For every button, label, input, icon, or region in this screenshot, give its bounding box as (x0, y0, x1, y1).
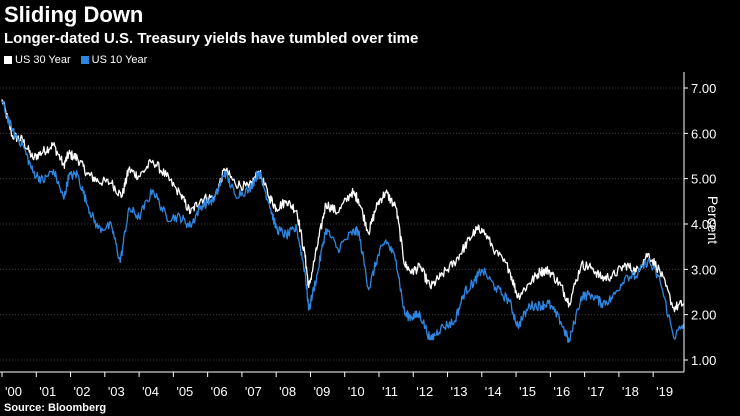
legend-swatch-30y (4, 56, 12, 64)
y-axis-label: Percent (705, 196, 721, 244)
gridlines (0, 87, 684, 361)
x-tick-label: '04 (142, 384, 159, 399)
y-tick-label: 1.00 (691, 353, 716, 368)
y-tick-label: 6.00 (691, 126, 716, 141)
legend-item-30y: US 30 Year (4, 54, 71, 66)
y-tick-label: 2.00 (691, 308, 716, 323)
chart-subtitle: Longer-dated U.S. Treasury yields have t… (4, 30, 419, 47)
x-tick-label: '06 (211, 384, 228, 399)
y-tick-label: 5.00 (691, 172, 716, 187)
x-tick-label: '09 (313, 384, 330, 399)
x-tick-label: '16 (553, 384, 570, 399)
x-tick-label: '01 (39, 384, 56, 399)
x-tick-label: '10 (348, 384, 365, 399)
series-line-us-10-year (1, 100, 685, 344)
x-tick-label: '17 (588, 384, 605, 399)
x-tick-label: '14 (485, 384, 502, 399)
series-line-us-30-year (1, 99, 685, 313)
legend-label-10y: US 10 Year (91, 54, 148, 66)
x-ticks: '00 '01 '02 '03 '04 '05 '06 '07 '08 '09 '10 '11 '12 '… (1, 372, 673, 399)
series-layer (1, 99, 685, 344)
x-tick-label: '00 (5, 384, 22, 399)
legend-swatch-10y (80, 56, 89, 64)
legend: US 30 Year US 10 Year (4, 54, 147, 66)
y-tick-label: 7.00 (691, 81, 716, 96)
x-tick-label: '05 (176, 384, 193, 399)
x-tick-label: '15 (519, 384, 536, 399)
x-tick-label: '11 (382, 384, 398, 399)
y-ticks: 7.00 6.00 5.00 4.00 3.00 2.00 1.00 (684, 81, 716, 368)
chart-title: Sliding Down (4, 2, 144, 27)
x-tick-label: '19 (656, 384, 673, 399)
source-note: Source: Bloomberg (4, 402, 107, 414)
x-tick-label: '13 (451, 384, 468, 399)
x-tick-label: '03 (108, 384, 125, 399)
y-tick-label: 3.00 (691, 262, 716, 277)
x-tick-label: '08 (279, 384, 296, 399)
legend-label-30y: US 30 Year (15, 54, 71, 66)
x-tick-label: '18 (622, 384, 639, 399)
x-tick-label: '07 (245, 384, 262, 399)
x-tick-label: '12 (416, 384, 433, 399)
x-tick-label: '02 (74, 384, 91, 399)
legend-item-10y: US 10 Year (80, 54, 148, 66)
y-tick-label: 4.00 (691, 217, 716, 232)
